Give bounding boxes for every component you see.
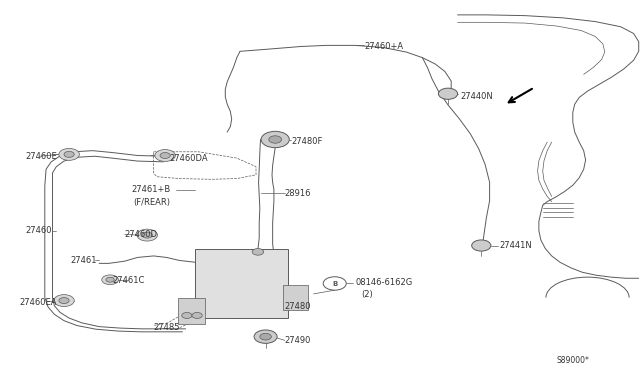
- Text: B: B: [332, 281, 337, 287]
- Circle shape: [59, 298, 69, 304]
- Circle shape: [59, 148, 79, 160]
- Text: 27461C: 27461C: [112, 276, 145, 285]
- Circle shape: [472, 240, 491, 251]
- Text: 27460E: 27460E: [26, 152, 58, 161]
- Text: 27460+A: 27460+A: [365, 42, 404, 51]
- Text: 27461+B: 27461+B: [131, 185, 170, 194]
- Circle shape: [106, 278, 114, 282]
- Circle shape: [261, 131, 289, 148]
- Circle shape: [323, 277, 346, 290]
- Text: 27490: 27490: [285, 336, 311, 345]
- Bar: [195, 249, 288, 318]
- Text: 08146-6162G: 08146-6162G: [355, 278, 412, 287]
- Circle shape: [155, 150, 175, 161]
- Text: (2): (2): [362, 290, 373, 299]
- Text: 27460EA: 27460EA: [19, 298, 57, 307]
- Text: 27441N: 27441N: [499, 241, 532, 250]
- Circle shape: [137, 229, 157, 241]
- Text: S89000*: S89000*: [557, 356, 589, 365]
- Circle shape: [64, 151, 74, 157]
- Text: 27460DA: 27460DA: [170, 154, 208, 163]
- Text: 27480: 27480: [285, 302, 311, 311]
- Circle shape: [254, 330, 277, 343]
- Circle shape: [160, 153, 170, 158]
- Circle shape: [142, 232, 152, 238]
- Circle shape: [269, 136, 282, 143]
- Text: (F/REAR): (F/REAR): [133, 198, 170, 207]
- Text: 27440N: 27440N: [461, 92, 493, 101]
- Circle shape: [260, 333, 271, 340]
- Text: 27460D: 27460D: [125, 230, 158, 239]
- Text: 28916: 28916: [285, 189, 311, 198]
- Circle shape: [182, 312, 192, 318]
- Circle shape: [102, 275, 118, 285]
- Circle shape: [54, 295, 74, 307]
- Bar: [283, 285, 308, 310]
- Bar: [178, 298, 205, 324]
- Circle shape: [192, 312, 202, 318]
- Circle shape: [438, 88, 458, 99]
- Text: 27461: 27461: [70, 256, 97, 265]
- Circle shape: [252, 248, 264, 255]
- Text: 27480F: 27480F: [291, 137, 323, 146]
- Text: 27485: 27485: [154, 323, 180, 332]
- Text: 27460: 27460: [26, 226, 52, 235]
